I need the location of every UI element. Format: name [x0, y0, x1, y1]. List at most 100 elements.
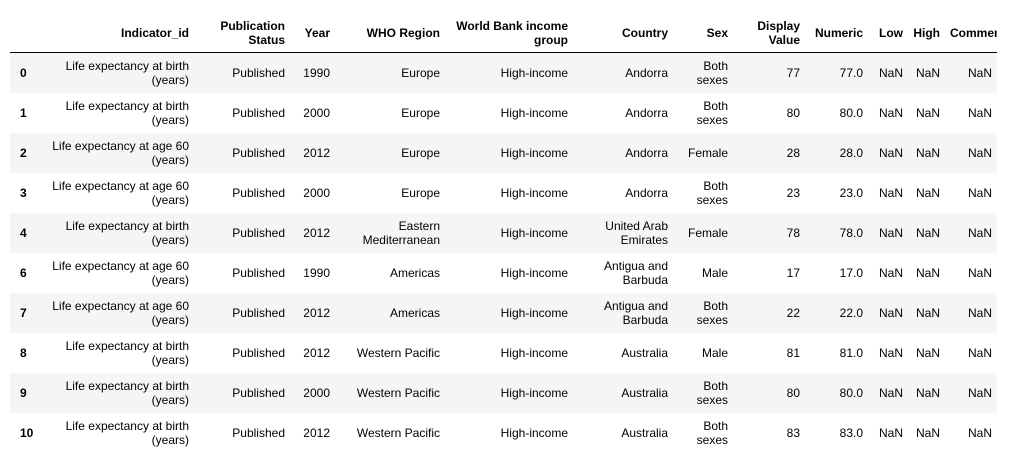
column-header-year: Year: [290, 14, 335, 53]
cell-income-group: High-income: [500, 265, 568, 280]
cell-year: 1990: [303, 65, 330, 80]
cell-country: Antigua and Barbuda: [603, 298, 668, 327]
cell-low: NaN: [878, 305, 903, 320]
table-row: 3 Life expectancy at age 60 (years) Publis…: [10, 172, 997, 213]
row-index: 4: [20, 225, 27, 240]
cell-year: 1990: [303, 265, 330, 280]
cell-high: NaN: [915, 145, 940, 160]
cell-who-region: Europe: [401, 105, 440, 120]
cell-income-group: High-income: [500, 225, 568, 240]
cell-country: Andorra: [625, 145, 668, 160]
cell-year: 2012: [303, 425, 330, 440]
cell-sex: Both sexes: [696, 378, 728, 407]
table-row: 2 Life expectancy at age 60 (years) Publis…: [10, 132, 997, 173]
cell-comments: NaN: [967, 305, 992, 320]
table-body: 0 Life expectancy at birth (years) Publish…: [10, 52, 997, 453]
cell-comments: NaN: [967, 345, 992, 360]
column-header-low: Low: [868, 14, 908, 53]
row-index: 6: [20, 265, 27, 280]
cell-indicator-id: Life expectancy at age 60 (years): [52, 138, 189, 167]
table-row: 6 Life expectancy at age 60 (years) Publis…: [10, 252, 997, 293]
cell-publication-status: Published: [232, 385, 285, 400]
cell-indicator-id: Life expectancy at birth (years): [65, 98, 189, 127]
cell-high: NaN: [915, 65, 940, 80]
column-header-display-value: Display Value: [733, 14, 805, 53]
row-index: 8: [20, 345, 27, 360]
cell-indicator-id: Life expectancy at age 60 (years): [52, 298, 189, 327]
cell-country: Andorra: [625, 105, 668, 120]
cell-display-value: 81: [786, 345, 800, 360]
column-header-income-group: World Bank income group: [445, 14, 573, 53]
column-header-publication-status: Publication Status: [194, 14, 290, 53]
cell-who-region: Europe: [401, 145, 440, 160]
dataframe-table: Indicator_id Publication Status Year WHO…: [10, 14, 997, 453]
cell-who-region: Europe: [401, 65, 440, 80]
cell-indicator-id: Life expectancy at birth (years): [65, 58, 189, 87]
cell-display-value: 23: [786, 185, 800, 200]
row-index: 2: [20, 145, 27, 160]
cell-publication-status: Published: [232, 185, 285, 200]
row-index: 0: [20, 65, 27, 80]
cell-year: 2000: [303, 185, 330, 200]
cell-publication-status: Published: [232, 265, 285, 280]
cell-display-value: 28: [786, 145, 800, 160]
cell-low: NaN: [878, 145, 903, 160]
cell-income-group: High-income: [500, 105, 568, 120]
table-row: 10 Life expectancy at birth (years) Publis…: [10, 412, 997, 453]
cell-who-region: Western Pacific: [356, 385, 440, 400]
cell-display-value: 83: [786, 425, 800, 440]
cell-comments: NaN: [967, 145, 992, 160]
cell-high: NaN: [915, 425, 940, 440]
cell-income-group: High-income: [500, 345, 568, 360]
cell-sex: Female: [687, 145, 728, 160]
cell-year: 2000: [303, 385, 330, 400]
column-header-country: Country: [573, 14, 673, 53]
cell-who-region: Western Pacific: [356, 425, 440, 440]
column-header-comments: Comments: [945, 14, 997, 53]
cell-high: NaN: [915, 345, 940, 360]
cell-who-region: Europe: [401, 185, 440, 200]
column-header-numeric: Numeric: [805, 14, 868, 53]
cell-publication-status: Published: [232, 425, 285, 440]
column-header-sex: Sex: [673, 14, 733, 53]
table-row: 9 Life expectancy at birth (years) Publish…: [10, 372, 997, 413]
cell-numeric: 28.0: [839, 145, 863, 160]
cell-low: NaN: [878, 185, 903, 200]
table-row: 0 Life expectancy at birth (years) Publish…: [10, 52, 997, 93]
cell-indicator-id: Life expectancy at age 60 (years): [52, 258, 189, 287]
cell-publication-status: Published: [232, 65, 285, 80]
cell-comments: NaN: [967, 105, 992, 120]
cell-income-group: High-income: [500, 385, 568, 400]
cell-indicator-id: Life expectancy at birth (years): [65, 218, 189, 247]
cell-year: 2012: [303, 345, 330, 360]
row-index: 9: [20, 385, 27, 400]
cell-country: Andorra: [625, 65, 668, 80]
cell-display-value: 80: [786, 105, 800, 120]
table-row: 7 Life expectancy at age 60 (years) Publis…: [10, 292, 997, 333]
cell-numeric: 83.0: [839, 425, 863, 440]
cell-sex: Female: [687, 225, 728, 240]
cell-high: NaN: [915, 385, 940, 400]
cell-country: Australia: [621, 345, 668, 360]
cell-sex: Both sexes: [696, 298, 728, 327]
cell-country: Australia: [621, 385, 668, 400]
cell-numeric: 80.0: [839, 385, 863, 400]
cell-sex: Both sexes: [696, 178, 728, 207]
cell-numeric: 81.0: [839, 345, 863, 360]
cell-publication-status: Published: [232, 305, 285, 320]
cell-sex: Both sexes: [696, 418, 728, 447]
cell-numeric: 23.0: [839, 185, 863, 200]
header-row: Indicator_id Publication Status Year WHO…: [10, 14, 997, 53]
cell-year: 2012: [303, 145, 330, 160]
cell-display-value: 17: [786, 265, 800, 280]
cell-numeric: 78.0: [839, 225, 863, 240]
cell-sex: Male: [701, 265, 728, 280]
cell-numeric: 80.0: [839, 105, 863, 120]
cell-comments: NaN: [967, 225, 992, 240]
cell-income-group: High-income: [500, 185, 568, 200]
cell-high: NaN: [915, 225, 940, 240]
table-row: 8 Life expectancy at birth (years) Publish…: [10, 332, 997, 373]
cell-low: NaN: [878, 425, 903, 440]
row-index: 1: [20, 105, 27, 120]
cell-low: NaN: [878, 385, 903, 400]
